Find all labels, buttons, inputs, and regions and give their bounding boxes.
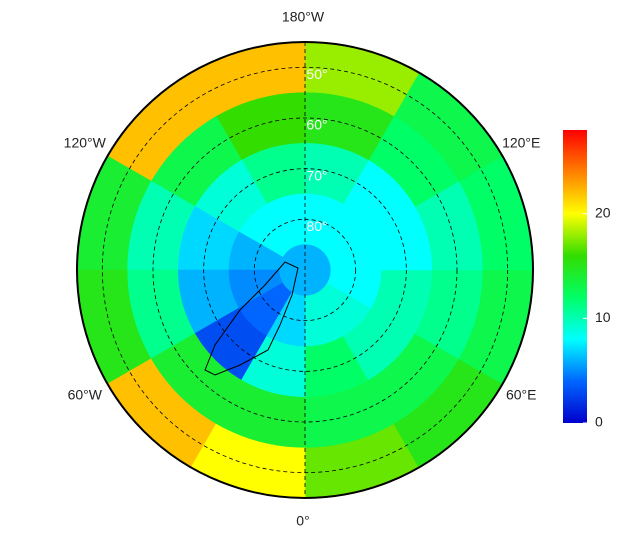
lon-label: 0°: [296, 513, 309, 529]
lon-label: 60°E: [506, 387, 537, 403]
parallel: [101, 66, 509, 474]
colorbar: [563, 130, 587, 423]
colorbar-label: 0: [595, 414, 603, 430]
lon-label: 180°W: [282, 9, 325, 25]
parallel: [152, 117, 458, 423]
colorbar-label: 10: [595, 309, 611, 325]
lat-label: 60°: [306, 117, 327, 133]
coastline: [204, 261, 299, 376]
lon-label: 120°W: [64, 135, 107, 151]
lat-label: 70°: [306, 167, 327, 183]
parallel: [203, 168, 407, 372]
lon-label: 120°E: [502, 135, 540, 151]
map-border: [76, 41, 534, 499]
lat-label: 50°: [306, 66, 327, 82]
lat-label: 80°: [306, 218, 327, 234]
colorbar-label: 20: [595, 204, 611, 220]
lon-label: 60°W: [68, 387, 103, 403]
parallel: [253, 218, 357, 322]
